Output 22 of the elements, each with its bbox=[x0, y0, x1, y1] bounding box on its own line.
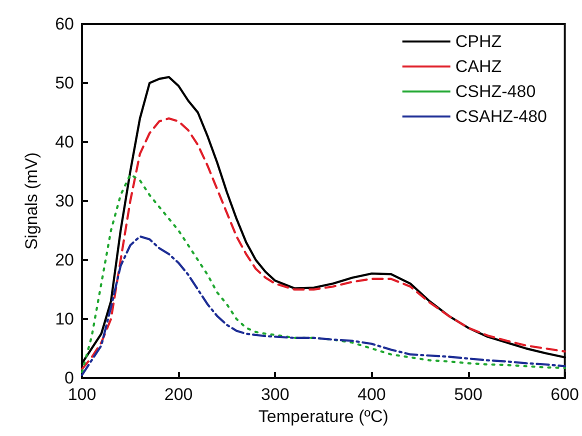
x-axis-title: Temperature (ºC) bbox=[258, 407, 388, 426]
y-tick-label: 60 bbox=[55, 14, 74, 34]
line-series bbox=[80, 173, 566, 374]
y-axis-title: Signals (mV) bbox=[22, 152, 41, 250]
x-tick-label: 600 bbox=[550, 385, 580, 404]
y-tick-label: 30 bbox=[55, 192, 74, 210]
x-tick-label: 200 bbox=[164, 385, 193, 404]
y-tick-label: 20 bbox=[55, 250, 74, 270]
legend-label: CPHZ bbox=[455, 32, 502, 51]
x-tick-label: 500 bbox=[454, 385, 482, 404]
line-series bbox=[80, 76, 566, 364]
legend-label: CSAHZ-480 bbox=[455, 107, 547, 126]
legend-label: CAHZ bbox=[455, 57, 502, 76]
y-tick-label: 50 bbox=[55, 74, 74, 92]
y-tick-label: 40 bbox=[55, 132, 74, 152]
line-series bbox=[80, 235, 566, 376]
x-tick-label: 400 bbox=[358, 385, 386, 404]
legend-label: CSHZ-480 bbox=[455, 82, 536, 101]
x-tick-label: 300 bbox=[260, 385, 290, 404]
y-tick-label: 0 bbox=[64, 368, 74, 388]
x-tick-label: 100 bbox=[68, 385, 96, 404]
y-tick-label: 10 bbox=[55, 310, 74, 328]
